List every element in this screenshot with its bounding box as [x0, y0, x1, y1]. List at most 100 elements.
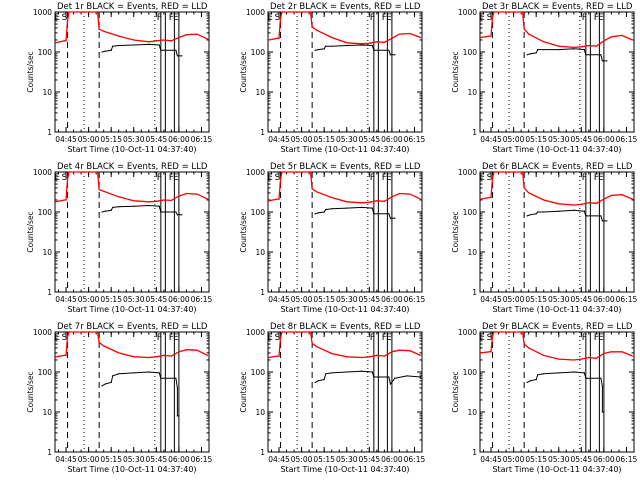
data-point-events	[373, 49, 375, 51]
series-line-events	[102, 43, 182, 57]
series-line-events	[315, 206, 395, 219]
x-tick-label: 04:45	[268, 295, 290, 304]
data-point-events	[175, 49, 177, 51]
event-marker-label: S	[62, 333, 68, 343]
data-point-lld	[368, 356, 370, 358]
data-point-lld	[311, 26, 313, 28]
data-point-lld	[376, 354, 378, 357]
data-point-events	[118, 206, 120, 208]
event-marker-label: F	[157, 333, 162, 343]
y-axis-label: Counts/sec	[239, 371, 248, 412]
data-point-events	[600, 215, 602, 217]
data-point-lld	[488, 35, 491, 37]
x-tick-label: 05:15	[525, 455, 547, 464]
event-marker-label: E	[479, 173, 485, 183]
y-tick-label: 1000	[246, 328, 265, 337]
series-line-events	[527, 209, 607, 222]
data-point-events	[148, 204, 150, 207]
data-point-lld	[66, 178, 69, 181]
event-marker-label: E	[267, 333, 273, 343]
x-tick-label: 05:30	[123, 455, 145, 464]
series-line-events	[314, 370, 421, 386]
x-tick-label: 05:00	[291, 295, 313, 304]
x-tick-label: 05:15	[100, 135, 122, 144]
chart-title: Det 5r BLACK = Events, RED = LLD	[270, 162, 421, 172]
data-point-lld	[368, 42, 370, 44]
data-point-lld	[66, 336, 69, 338]
data-point-events	[325, 208, 327, 211]
data-point-lld	[63, 354, 66, 357]
data-point-lld	[588, 44, 590, 47]
y-tick-label: 1	[260, 448, 265, 457]
chart-title: Det 2r BLACK = Events, RED = LLD	[270, 2, 421, 12]
data-point-events	[317, 380, 319, 382]
data-point-events	[585, 54, 587, 56]
data-point-events	[606, 60, 608, 62]
series-line-events	[526, 371, 604, 413]
event-marker-label: E	[479, 13, 485, 23]
data-point-lld	[54, 356, 57, 358]
plot-frame	[267, 11, 423, 133]
x-tick-label: 05:45	[146, 135, 168, 144]
data-point-events	[537, 211, 539, 213]
series-line-lld	[55, 331, 208, 359]
data-point-lld	[155, 40, 157, 42]
data-point-lld	[580, 46, 582, 48]
chart-panel-8: Det 8r BLACK = Events, RED = LLD 1 10 100 10…	[239, 322, 426, 474]
data-point-events	[160, 377, 162, 379]
x-tick-label: 06:00	[593, 135, 615, 144]
data-point-lld	[631, 198, 634, 200]
data-point-lld	[419, 198, 422, 200]
x-tick-label: 05:15	[525, 295, 547, 304]
data-point-events	[601, 60, 603, 62]
data-point-lld	[279, 17, 282, 19]
data-point-lld	[361, 356, 363, 359]
y-axis-label: Counts/sec	[451, 51, 460, 92]
data-point-lld	[281, 11, 283, 13]
data-point-lld	[97, 11, 99, 13]
event-marker-label: F	[169, 13, 174, 23]
data-point-lld	[419, 354, 422, 357]
data-point-lld	[603, 198, 605, 200]
y-tick-label: 100	[251, 48, 266, 57]
y-tick-label: 100	[251, 208, 266, 217]
data-point-events	[583, 372, 585, 374]
data-point-lld	[331, 196, 333, 199]
data-point-events	[526, 381, 528, 383]
data-point-lld	[491, 177, 494, 179]
data-point-events	[176, 55, 178, 57]
data-point-lld	[346, 201, 348, 203]
y-axis-label: Counts/sec	[239, 51, 248, 92]
data-point-lld	[488, 196, 491, 199]
data-point-lld	[155, 200, 157, 202]
x-tick-label: 06:15	[616, 455, 638, 464]
data-point-events	[110, 209, 112, 211]
data-point-events	[389, 217, 391, 219]
event-marker-label: F	[582, 13, 587, 23]
data-point-events	[389, 54, 391, 56]
data-point-events	[558, 210, 560, 212]
y-tick-label: 1000	[458, 328, 477, 337]
event-marker-label: F	[582, 333, 587, 343]
x-tick-label: 06:15	[616, 135, 638, 144]
data-point-lld	[148, 201, 150, 203]
data-point-events	[148, 43, 150, 45]
event-marker-label: S	[487, 173, 493, 183]
event-marker-label: E	[598, 333, 604, 343]
x-tick-label: 06:00	[593, 295, 615, 304]
data-point-lld	[103, 345, 105, 347]
x-tick-label: 05:00	[78, 135, 100, 144]
x-tick-label: 05:30	[336, 135, 358, 144]
data-point-lld	[148, 356, 150, 359]
x-tick-label: 05:30	[548, 295, 570, 304]
event-marker-label: F	[382, 333, 387, 343]
data-point-events	[160, 211, 162, 213]
data-point-events	[181, 55, 183, 57]
data-point-lld	[118, 352, 120, 354]
x-tick-label: 05:00	[78, 295, 100, 304]
x-tick-label: 06:00	[381, 455, 403, 464]
x-tick-label: 05:45	[359, 295, 381, 304]
data-point-events	[118, 44, 120, 47]
x-tick-label: 05:15	[313, 135, 335, 144]
series-line-lld	[268, 331, 421, 359]
